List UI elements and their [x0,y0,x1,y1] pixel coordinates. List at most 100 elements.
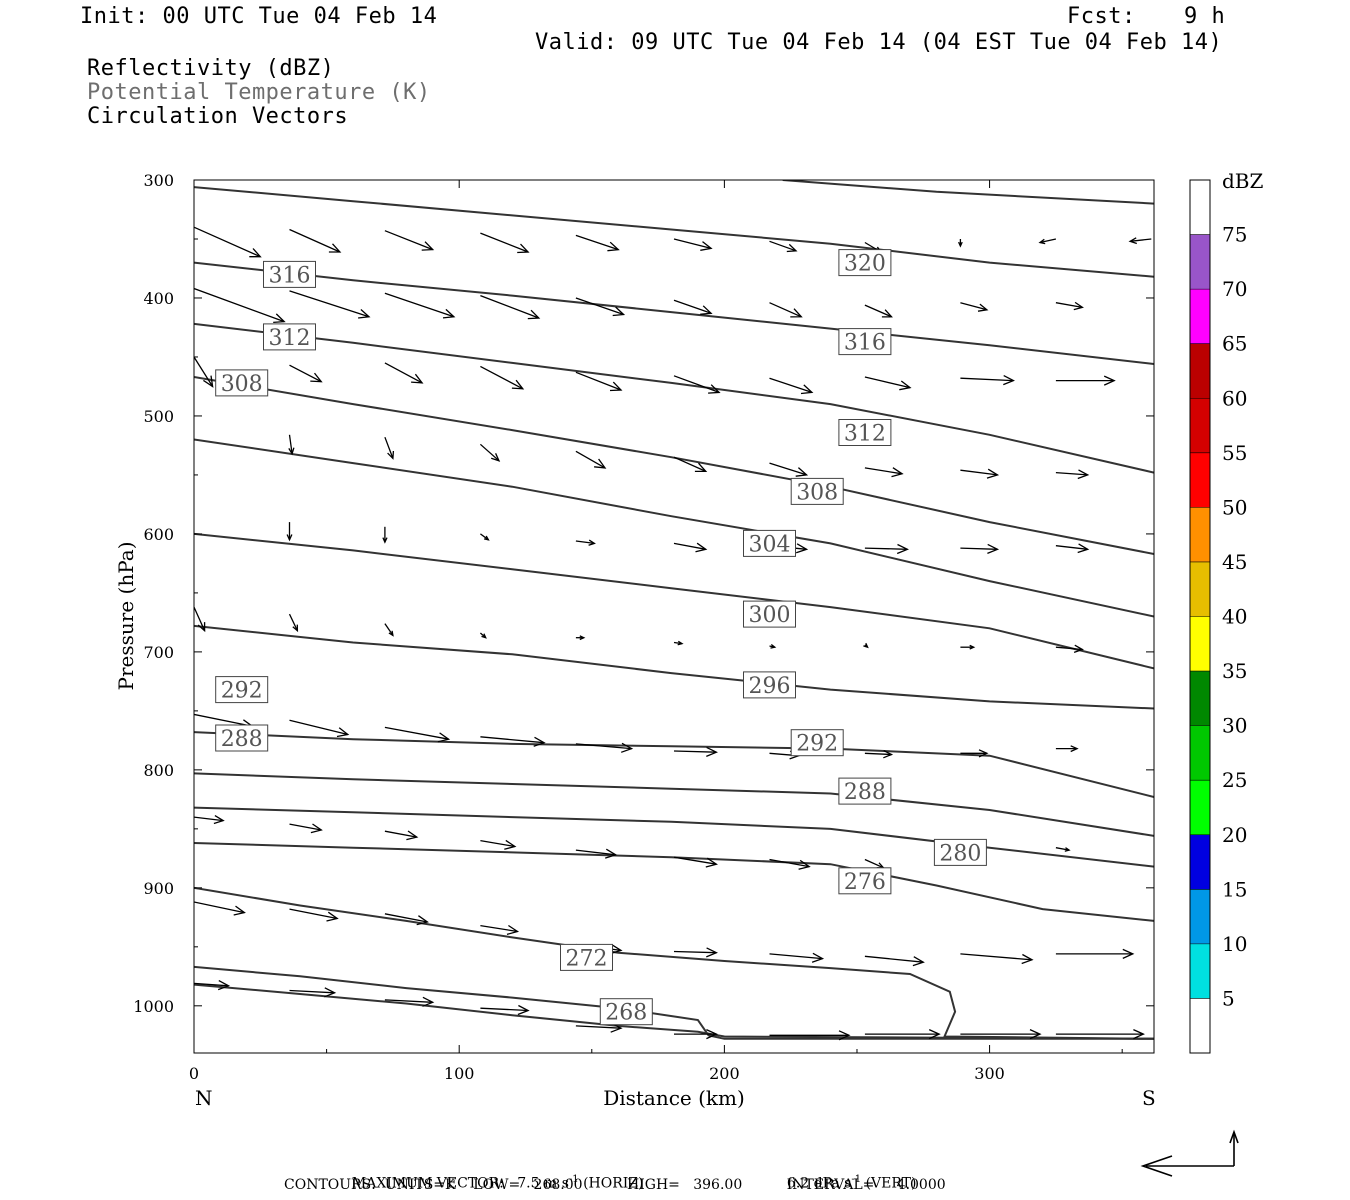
vector-shaft [288,613,298,631]
colorbar-level-label: 55 [1222,441,1247,465]
circulation-vector [960,644,976,650]
vector-head [273,313,286,324]
vector-head [912,956,925,967]
vector-head [795,543,809,554]
vector-shaft [864,858,884,869]
circulation-vector [194,287,286,324]
colorbar-level-label: 10 [1222,932,1247,956]
vector-head [607,241,620,252]
vector-shaft [575,371,622,391]
isentrope-280 [194,842,1154,922]
x-tick-label: 0 [189,1064,199,1083]
circulation-vector [384,726,451,743]
contour-label-box [790,477,844,505]
vector-head [517,1004,530,1016]
vector-head [891,467,904,478]
vector-head [700,241,713,251]
vector-shaft [575,234,619,251]
vector-head [705,857,718,868]
vector-shaft [289,989,335,994]
circulation-vector [575,450,607,469]
y-tick-label: 700 [143,643,174,662]
contour-label-box [743,600,796,628]
contour-label-box [215,369,269,397]
colorbar-unit: dBZ [1222,169,1264,193]
circulation-vector [289,823,323,834]
contour-label-text: 308 [221,372,263,397]
vector-head [388,630,394,637]
contour-label-text: 320 [844,252,886,277]
contour-label-text: 292 [796,732,838,757]
circulation-vector [384,362,424,384]
circulation-vector [575,848,618,859]
circulation-vector [384,623,394,637]
contour-label-text: 280 [939,841,981,866]
vector-shaft [673,299,712,314]
vector-shaft [769,377,813,394]
vector-head [588,539,596,546]
contour-label-box [743,529,796,557]
contour-label: 320 [838,249,892,277]
vector-shaft [289,823,322,831]
circulation-vector [384,830,419,841]
contour-label-text: 300 [749,603,791,628]
circulation-vector [575,742,634,753]
vector-shaft [960,953,1033,961]
vector-head [786,243,798,253]
colorbar-level-label: 45 [1222,550,1247,574]
circulation-vector [384,292,456,319]
circulation-vector [194,901,246,916]
isentrope-contours [194,180,1154,1040]
contour-label: 280 [933,838,987,866]
vector-shaft [480,232,529,253]
circulation-vectors [194,226,1152,1041]
circulation-vector [1038,238,1057,245]
vector-shaft [575,743,632,750]
circulation-vector [864,304,893,318]
vector-shaft [480,736,545,744]
vector-shaft [575,540,595,545]
circulation-vector [575,635,586,641]
contour-label: 288 [215,724,269,752]
vector-shaft [575,450,606,469]
field-circulation-vectors: Circulation Vectors [87,104,349,129]
vector-head [987,543,1000,555]
contour-label-text: 268 [605,1001,647,1026]
horiz-tag: (HORIZ) [583,1175,644,1192]
contour-label: 292 [215,676,269,704]
contour-label-box [838,249,892,277]
vector-head [382,537,388,544]
contour-label-text: 312 [844,422,886,447]
isentrope-284 [194,806,1154,868]
colorbar-segment [1190,452,1210,508]
colorbar-segment [1190,889,1210,944]
vector-shaft [1055,471,1088,476]
contour-label: 308 [215,369,269,397]
isentrope-292 [194,731,1154,798]
vector-head [437,732,451,743]
circulation-vector [575,234,620,252]
colorbar-level-label: 15 [1222,877,1247,901]
x-axis: 0 100 200 300 [189,180,1123,1083]
vector-head [1103,375,1116,386]
vector-head [795,467,809,477]
plot-frame [193,179,1155,1054]
circulation-vector [382,526,388,544]
isentrope-268 [194,983,1154,1040]
vert-tag: (VERT) [865,1175,917,1192]
vector-head [533,736,546,747]
init-time: Init: 00 UTC Tue 04 Feb 14 [80,4,438,29]
vector-shaft [1130,238,1152,242]
vert-max-value: 6.2 dPa s [786,1175,852,1192]
vector-head [1133,1029,1145,1040]
colorbar-level-label: 75 [1222,223,1247,247]
vector-head [1029,1029,1042,1040]
circulation-vector [575,539,596,546]
vector-shaft [480,533,489,541]
vector-head [233,905,246,916]
circulation-vector [769,302,803,318]
contour-label-box [838,867,892,895]
vector-head [481,633,487,639]
vector-shaft [384,292,455,318]
